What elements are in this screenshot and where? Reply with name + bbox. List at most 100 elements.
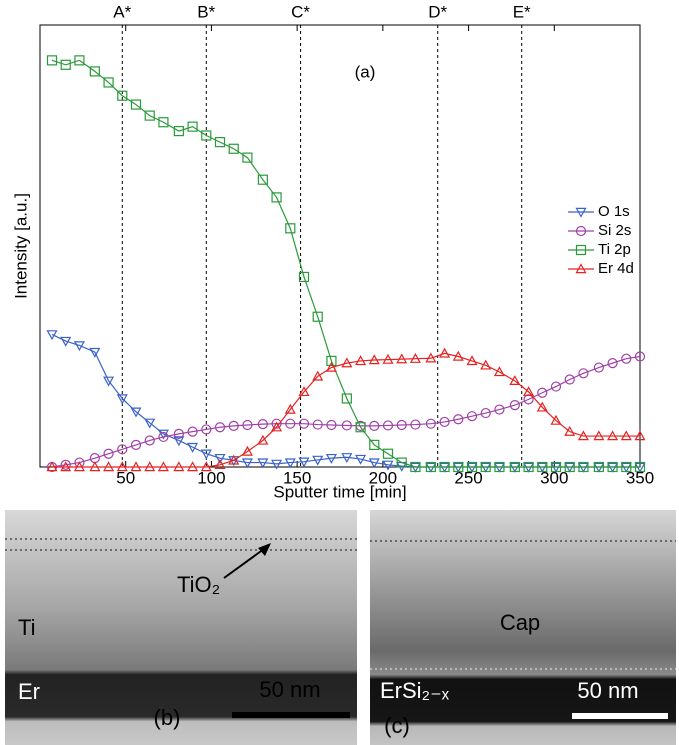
marker — [200, 461, 212, 472]
marker — [341, 453, 353, 464]
marker — [298, 418, 310, 429]
reference-label: D* — [428, 2, 447, 21]
marker — [103, 461, 115, 472]
scale-label: 50 nm — [577, 678, 638, 703]
marker — [382, 448, 394, 459]
reference-label: C* — [291, 2, 310, 21]
marker — [271, 459, 283, 470]
panel-label: (c) — [384, 713, 410, 738]
marker — [550, 414, 562, 425]
legend-label: O 1s — [598, 203, 630, 220]
marker — [537, 461, 548, 473]
marker — [201, 130, 212, 141]
scale-bar — [572, 713, 668, 719]
marker — [214, 422, 226, 433]
marker — [312, 419, 323, 430]
marker — [200, 449, 212, 460]
marker — [453, 461, 464, 473]
marker — [621, 461, 632, 473]
panel-label: (b) — [154, 705, 181, 730]
marker — [439, 347, 451, 358]
reference-label: B* — [197, 2, 215, 21]
marker — [523, 461, 534, 473]
marker — [187, 461, 199, 472]
marker — [564, 425, 576, 436]
marker — [425, 461, 436, 473]
marker — [409, 352, 421, 363]
marker — [228, 454, 240, 465]
marker — [257, 174, 268, 185]
marker — [271, 418, 282, 429]
marker — [187, 121, 198, 132]
marker — [326, 419, 337, 431]
plot-frame — [39, 24, 641, 468]
marker — [173, 461, 185, 472]
marker — [452, 350, 464, 361]
marker — [298, 386, 310, 397]
x-tick-label: 350 — [626, 468, 654, 487]
chart: (a) Sputter time [min] Intensity [a.u.] … — [11, 2, 654, 501]
marker — [241, 445, 253, 456]
marker — [341, 393, 352, 404]
marker — [564, 374, 575, 385]
marker — [144, 418, 156, 429]
marker — [439, 461, 450, 473]
marker — [368, 458, 380, 469]
marker — [453, 414, 464, 425]
marker — [46, 461, 58, 472]
marker — [537, 387, 548, 398]
marker — [410, 461, 421, 473]
marker — [355, 355, 367, 366]
marker — [187, 426, 198, 437]
marker — [620, 430, 632, 441]
x-tick-label: 150 — [283, 468, 311, 487]
marker — [369, 439, 380, 450]
marker — [284, 458, 296, 469]
marker — [382, 420, 394, 431]
marker — [575, 263, 587, 274]
marker — [396, 353, 408, 364]
marker — [144, 110, 155, 121]
marker — [228, 143, 239, 154]
tem-b-background — [5, 510, 357, 745]
layer-label: Ti — [18, 615, 36, 640]
marker — [60, 336, 72, 347]
tem-c-background — [370, 510, 676, 745]
marker — [493, 366, 505, 377]
marker — [575, 207, 587, 218]
marker — [634, 461, 646, 473]
marker — [157, 429, 169, 440]
marker — [201, 424, 212, 435]
marker — [116, 461, 128, 472]
arrow — [223, 545, 269, 579]
marker — [575, 244, 587, 256]
marker — [130, 99, 142, 110]
marker — [509, 375, 521, 386]
marker — [550, 461, 562, 473]
marker — [173, 125, 184, 137]
marker — [257, 458, 269, 469]
marker — [634, 430, 646, 441]
marker — [158, 431, 169, 443]
marker — [46, 55, 58, 66]
marker — [466, 355, 478, 366]
marker — [577, 430, 589, 441]
marker — [494, 404, 505, 415]
marker — [257, 419, 268, 430]
marker — [73, 341, 85, 352]
marker — [494, 461, 505, 473]
marker — [157, 461, 169, 472]
tem-image-c: (c) Cap ErSi₂₋ₓ 50 nm — [370, 510, 676, 745]
marker — [144, 435, 155, 446]
marker — [89, 66, 100, 77]
marker — [187, 442, 199, 453]
marker — [214, 459, 226, 469]
marker — [271, 421, 283, 432]
tem-image-b: (b) Ti TiO₂ Er 50 nm — [5, 510, 357, 745]
marker — [285, 223, 296, 234]
marker — [214, 137, 226, 148]
marker — [46, 330, 58, 341]
marker — [355, 454, 367, 465]
marker — [564, 461, 575, 473]
marker — [578, 368, 589, 379]
